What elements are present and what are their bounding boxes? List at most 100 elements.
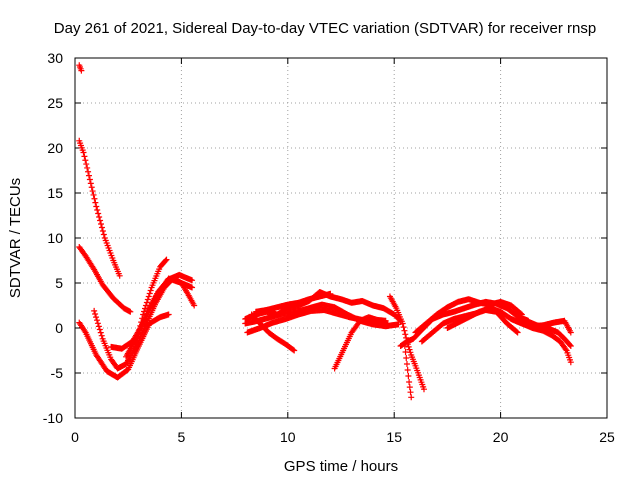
data-point <box>86 176 93 183</box>
data-point <box>189 277 196 284</box>
data-point <box>189 284 196 291</box>
data-point <box>406 346 413 353</box>
data-point <box>93 203 100 210</box>
data-point <box>95 323 102 330</box>
data-point <box>406 384 413 391</box>
data-point <box>146 290 153 297</box>
data-point <box>94 320 101 327</box>
data-point <box>163 256 170 263</box>
data-point <box>562 346 569 353</box>
x-tick-labels: 0 5 10 15 20 25 <box>71 429 615 445</box>
data-series <box>508 316 574 366</box>
chart-title: Day 261 of 2021, Sidereal Day-to-day VTE… <box>54 20 596 37</box>
data-point <box>93 317 100 324</box>
data-point <box>406 379 413 385</box>
x-tick-label: 15 <box>386 429 402 445</box>
data-point <box>98 221 105 227</box>
x-tick-label: 25 <box>599 429 615 445</box>
data-point <box>403 361 410 367</box>
y-tick-labels: -10 -5 0 5 10 15 20 25 30 <box>43 50 63 426</box>
data-point <box>403 355 410 361</box>
data-point <box>400 324 407 331</box>
data-point <box>94 207 101 213</box>
data-point <box>143 299 150 306</box>
data-point <box>567 343 574 349</box>
data-point <box>82 157 89 164</box>
data-point <box>291 347 298 354</box>
data-point <box>399 320 406 327</box>
data-point <box>290 346 297 353</box>
grid-lines <box>75 58 607 418</box>
data-series <box>76 62 85 74</box>
data-point <box>90 191 97 198</box>
data-point <box>127 308 134 315</box>
data-point <box>145 293 152 300</box>
data-point <box>395 321 402 328</box>
x-tick-label: 20 <box>493 429 509 445</box>
x-axis-label: GPS time / hours <box>284 458 398 475</box>
data-point <box>97 217 104 224</box>
data-point <box>96 214 103 220</box>
data-point <box>402 331 409 338</box>
data-point <box>420 386 427 393</box>
data-series <box>248 311 298 354</box>
data-point <box>78 67 85 74</box>
y-tick-label: 20 <box>47 140 63 156</box>
data-point <box>567 329 574 336</box>
y-tick-label: 15 <box>47 185 63 201</box>
data-point <box>80 149 87 156</box>
data-series <box>76 244 134 315</box>
y-tick-label: -5 <box>51 365 64 381</box>
y-tick-label: 10 <box>47 230 63 246</box>
data-point <box>87 180 94 187</box>
data-point <box>99 228 106 234</box>
data-point <box>98 224 105 231</box>
data-point <box>91 307 98 314</box>
data-point <box>517 310 524 317</box>
y-tick-label: -10 <box>43 410 63 426</box>
data-point <box>93 314 100 321</box>
y-tick-label: 30 <box>47 50 63 66</box>
data-point <box>384 321 391 328</box>
data-series <box>331 314 389 372</box>
data-point <box>92 199 99 206</box>
data-point <box>165 311 172 318</box>
data-point <box>116 272 123 279</box>
data-point <box>89 188 96 195</box>
data-point <box>84 164 91 171</box>
data-point <box>514 329 521 336</box>
data-series <box>412 296 525 336</box>
data-point <box>382 317 389 324</box>
y-tick-label: 25 <box>47 95 63 111</box>
y-tick-label: 5 <box>55 275 63 291</box>
data-point <box>144 296 151 303</box>
data-series <box>252 290 334 315</box>
y-tick-label: 0 <box>55 320 63 336</box>
data-point <box>404 367 411 373</box>
data-point <box>162 257 169 264</box>
data-point <box>95 210 102 217</box>
data-point <box>327 290 334 297</box>
data-series <box>131 275 198 354</box>
data-points <box>76 62 574 401</box>
data-point <box>92 311 99 317</box>
data-point <box>401 327 408 334</box>
data-point <box>85 168 92 175</box>
data-series <box>76 137 123 279</box>
x-tick-label: 10 <box>280 429 296 445</box>
data-point <box>566 341 573 348</box>
data-point <box>83 161 90 168</box>
data-point <box>97 329 104 336</box>
data-series <box>76 311 172 381</box>
data-point <box>91 195 98 202</box>
data-point <box>98 332 105 339</box>
data-point <box>147 287 154 294</box>
data-series <box>523 317 574 349</box>
data-series <box>244 307 391 336</box>
data-point <box>405 373 412 379</box>
data-series <box>386 293 427 393</box>
data-point <box>402 349 409 355</box>
x-tick-label: 0 <box>71 429 79 445</box>
data-point <box>408 394 415 401</box>
